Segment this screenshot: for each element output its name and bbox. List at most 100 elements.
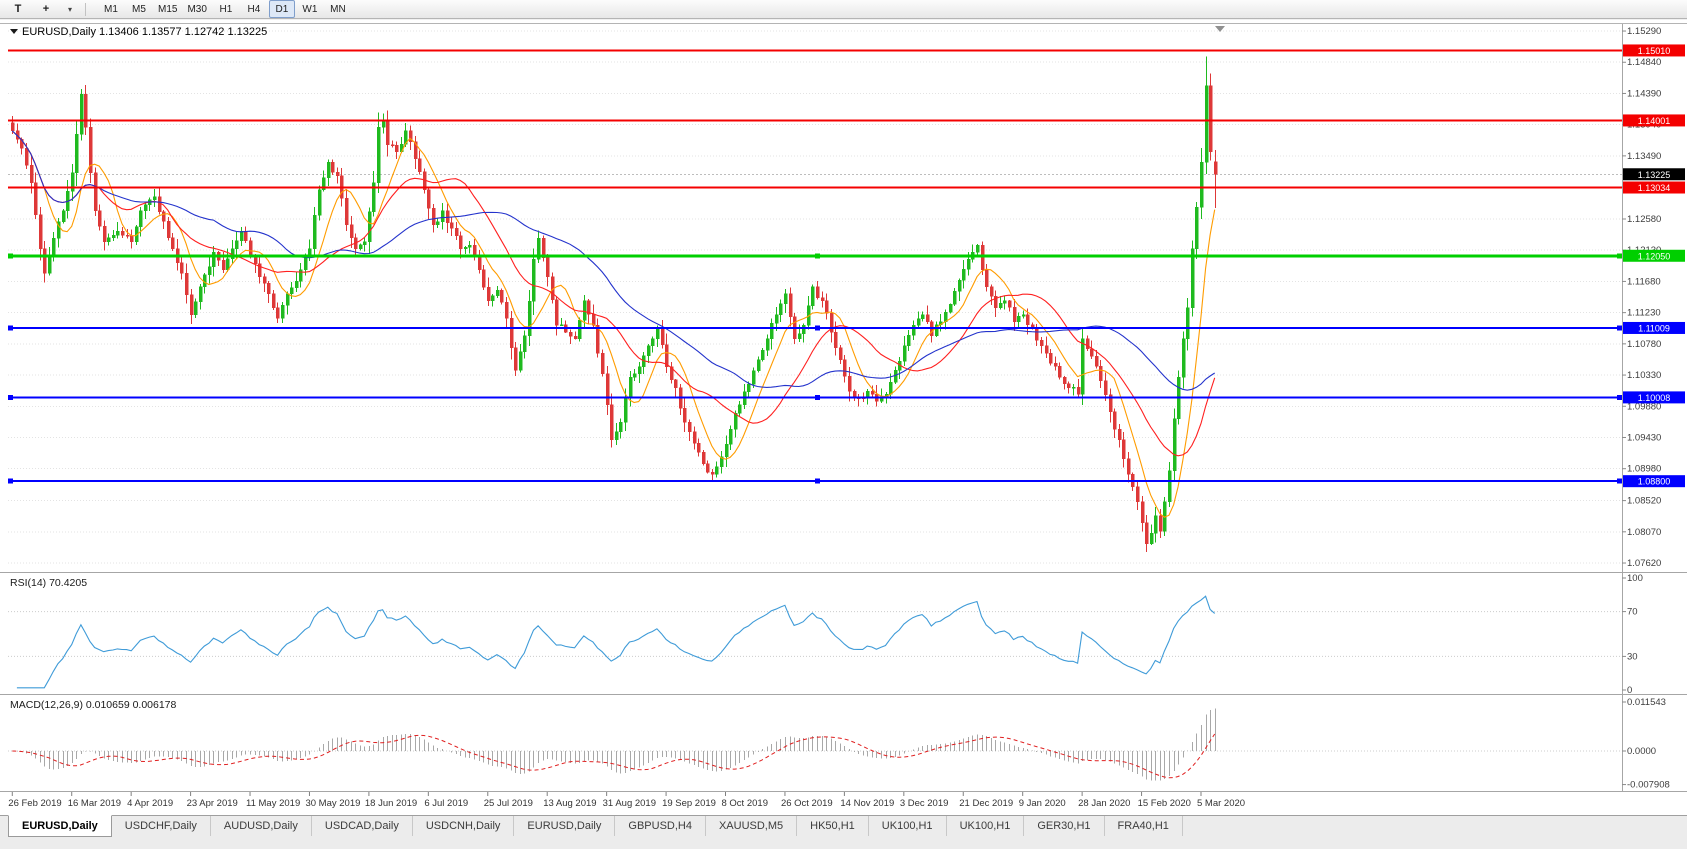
tab-fra40-h1[interactable]: FRA40,H1: [1105, 816, 1183, 836]
date-label: 23 Apr 2019: [187, 798, 238, 809]
price-tick-label: 1.08070: [1627, 527, 1661, 538]
price-chart-canvas[interactable]: 100 70 30 0 0.011543 0.0000 -0.007908 1.15290…: [0, 20, 1687, 815]
price-tick-label: 1.11680: [1627, 276, 1661, 287]
tab-audusd-daily[interactable]: AUDUSD,Daily: [211, 816, 312, 836]
tab-hk50-h1[interactable]: HK50,H1: [797, 816, 869, 836]
line-handle[interactable]: [8, 325, 13, 331]
rsi-line: [16, 595, 1216, 689]
timeframe-m1[interactable]: M1: [104, 3, 118, 15]
panel-labels: EURUSD,Daily 1.13406 1.13577 1.12742 1.1…: [10, 26, 1225, 711]
date-label: 28 Jan 2020: [1078, 798, 1130, 809]
timeframe-m15[interactable]: M15: [158, 3, 178, 15]
macd-label: MACD(12,26,9) 0.010659 0.006178: [10, 699, 177, 711]
date-label: 5 Mar 2020: [1197, 798, 1245, 809]
price-tick-label: 1.13490: [1627, 151, 1661, 162]
macd-tick-label: 0.0000: [1627, 746, 1656, 757]
date-label: 26 Oct 2019: [781, 798, 833, 809]
price-label-box: [1623, 321, 1685, 334]
timeframe-mn[interactable]: MN: [330, 3, 346, 15]
date-label: 3 Dec 2019: [900, 798, 949, 809]
line-handle[interactable]: [8, 253, 13, 259]
timeframe-m5[interactable]: M5: [132, 3, 146, 15]
price-label: 1.12050: [1638, 251, 1671, 261]
timeframe-h4[interactable]: H4: [247, 3, 261, 15]
price-label-box: [1623, 391, 1685, 404]
macd-histogram: [17, 708, 1216, 781]
price-tick-label: 1.12580: [1627, 214, 1661, 225]
date-label: 13 Aug 2019: [543, 798, 596, 809]
ma-20-line: [11, 130, 1216, 457]
date-label: 30 May 2019: [305, 798, 360, 809]
date-label: 26 Feb 2019: [8, 798, 61, 809]
line-handle[interactable]: [815, 478, 820, 484]
price-axis: 1.152901.148401.143901.139401.134901.130…: [1622, 26, 1685, 569]
date-label: 6 Jul 2019: [424, 798, 468, 809]
tab-gbpusd-h4[interactable]: GBPUSD,H4: [615, 816, 706, 836]
tool-dropdown-icon[interactable]: ▾: [67, 4, 72, 14]
line-handle[interactable]: [815, 325, 820, 331]
tab-usdcad-daily[interactable]: USDCAD,Daily: [312, 816, 413, 836]
tab-ger30-h1[interactable]: GER30,H1: [1024, 816, 1105, 836]
price-label-box: [1623, 475, 1685, 488]
symbol-menu-icon[interactable]: [10, 29, 18, 34]
macd-panel: 0.011543 0.0000 -0.007908: [8, 697, 1670, 791]
date-label: 19 Sep 2019: [662, 798, 716, 809]
top-toolbar: T + ▾ M1 M5 M15 M30 H1 H4 D1 W1 MN: [0, 0, 1687, 19]
line-handle[interactable]: [8, 478, 13, 484]
price-tick-label: 1.10780: [1627, 339, 1661, 350]
chart-title: EURUSD,Daily 1.13406 1.13577 1.12742 1.1…: [22, 26, 267, 38]
date-label: 21 Dec 2019: [959, 798, 1013, 809]
current-price-box: [1623, 168, 1685, 181]
date-label: 18 Jun 2019: [365, 798, 417, 809]
tab-eurusd-daily[interactable]: EURUSD,Daily: [8, 815, 112, 837]
date-label: 14 Nov 2019: [840, 798, 894, 809]
line-handle[interactable]: [815, 394, 820, 400]
line-handle[interactable]: [815, 253, 820, 259]
price-label: 1.13034: [1638, 183, 1671, 193]
timeframe-d1[interactable]: D1: [268, 0, 295, 18]
price-label: 1.11009: [1638, 323, 1670, 333]
date-label: 16 Mar 2019: [68, 798, 121, 809]
ma-45-line: [11, 130, 1216, 391]
tab-usdchf-daily[interactable]: USDCHF,Daily: [112, 816, 211, 836]
macd-tick-label: -0.007908: [1627, 780, 1670, 791]
chart-window[interactable]: 100 70 30 0 0.011543 0.0000 -0.007908 1.15290…: [0, 20, 1687, 815]
macd-tick-label: 0.011543: [1627, 697, 1666, 708]
tab-usdcnh-daily[interactable]: USDCNH,Daily: [413, 816, 515, 836]
line-handle[interactable]: [1617, 325, 1622, 331]
line-handle[interactable]: [1617, 478, 1622, 484]
line-handle[interactable]: [8, 394, 13, 400]
rsi-panel: 100 70 30 0: [8, 573, 1643, 696]
horizontal-lines[interactable]: [8, 49, 1622, 484]
line-handle[interactable]: [1617, 394, 1622, 400]
tab-uk100-h1[interactable]: UK100,H1: [869, 816, 947, 836]
chart-shift-marker-icon[interactable]: [1215, 26, 1225, 32]
toolbar-separator: [85, 2, 86, 16]
price-tick-label: 1.14390: [1627, 88, 1661, 99]
macd-signal-line: [12, 733, 1216, 779]
chart-tab-bar: EURUSD,Daily USDCHF,Daily AUDUSD,Daily USDC…: [0, 815, 1687, 849]
crosshair-tool-button[interactable]: +: [42, 3, 50, 15]
price-tick-label: 1.08520: [1627, 496, 1661, 507]
price-label-box: [1623, 44, 1685, 57]
rsi-label: RSI(14) 70.4205: [10, 577, 87, 589]
templates-button[interactable]: T: [14, 3, 22, 15]
price-tick-label: 1.11230: [1627, 308, 1661, 319]
timeframe-group: M1 M5 M15 M30 H1 H4 D1 W1 MN: [97, 0, 352, 18]
timeframe-h1[interactable]: H1: [219, 3, 233, 15]
rsi-tick-label: 100: [1627, 573, 1643, 584]
tab-xauusd-m5[interactable]: XAUUSD,M5: [706, 816, 798, 836]
price-label: 1.08800: [1638, 477, 1671, 487]
price-tick-label: 1.09880: [1627, 401, 1661, 412]
line-handle[interactable]: [1617, 253, 1622, 259]
price-label: 1.14001: [1638, 116, 1671, 126]
tab-uk100-h1[interactable]: UK100,H1: [947, 816, 1025, 836]
price-tick-label: 1.10330: [1627, 370, 1661, 381]
moving-averages: [11, 130, 1216, 518]
timeframe-m30[interactable]: M30: [187, 3, 207, 15]
tab-eurusd-daily[interactable]: EURUSD,Daily: [514, 816, 616, 836]
ma-8-line: [11, 130, 1216, 518]
timeframe-w1[interactable]: W1: [302, 3, 318, 15]
date-axis: 26 Feb 2019 16 Mar 2019 4 Apr 2019 23 Apr 2…: [8, 792, 1245, 809]
price-label-box: [1623, 249, 1685, 262]
